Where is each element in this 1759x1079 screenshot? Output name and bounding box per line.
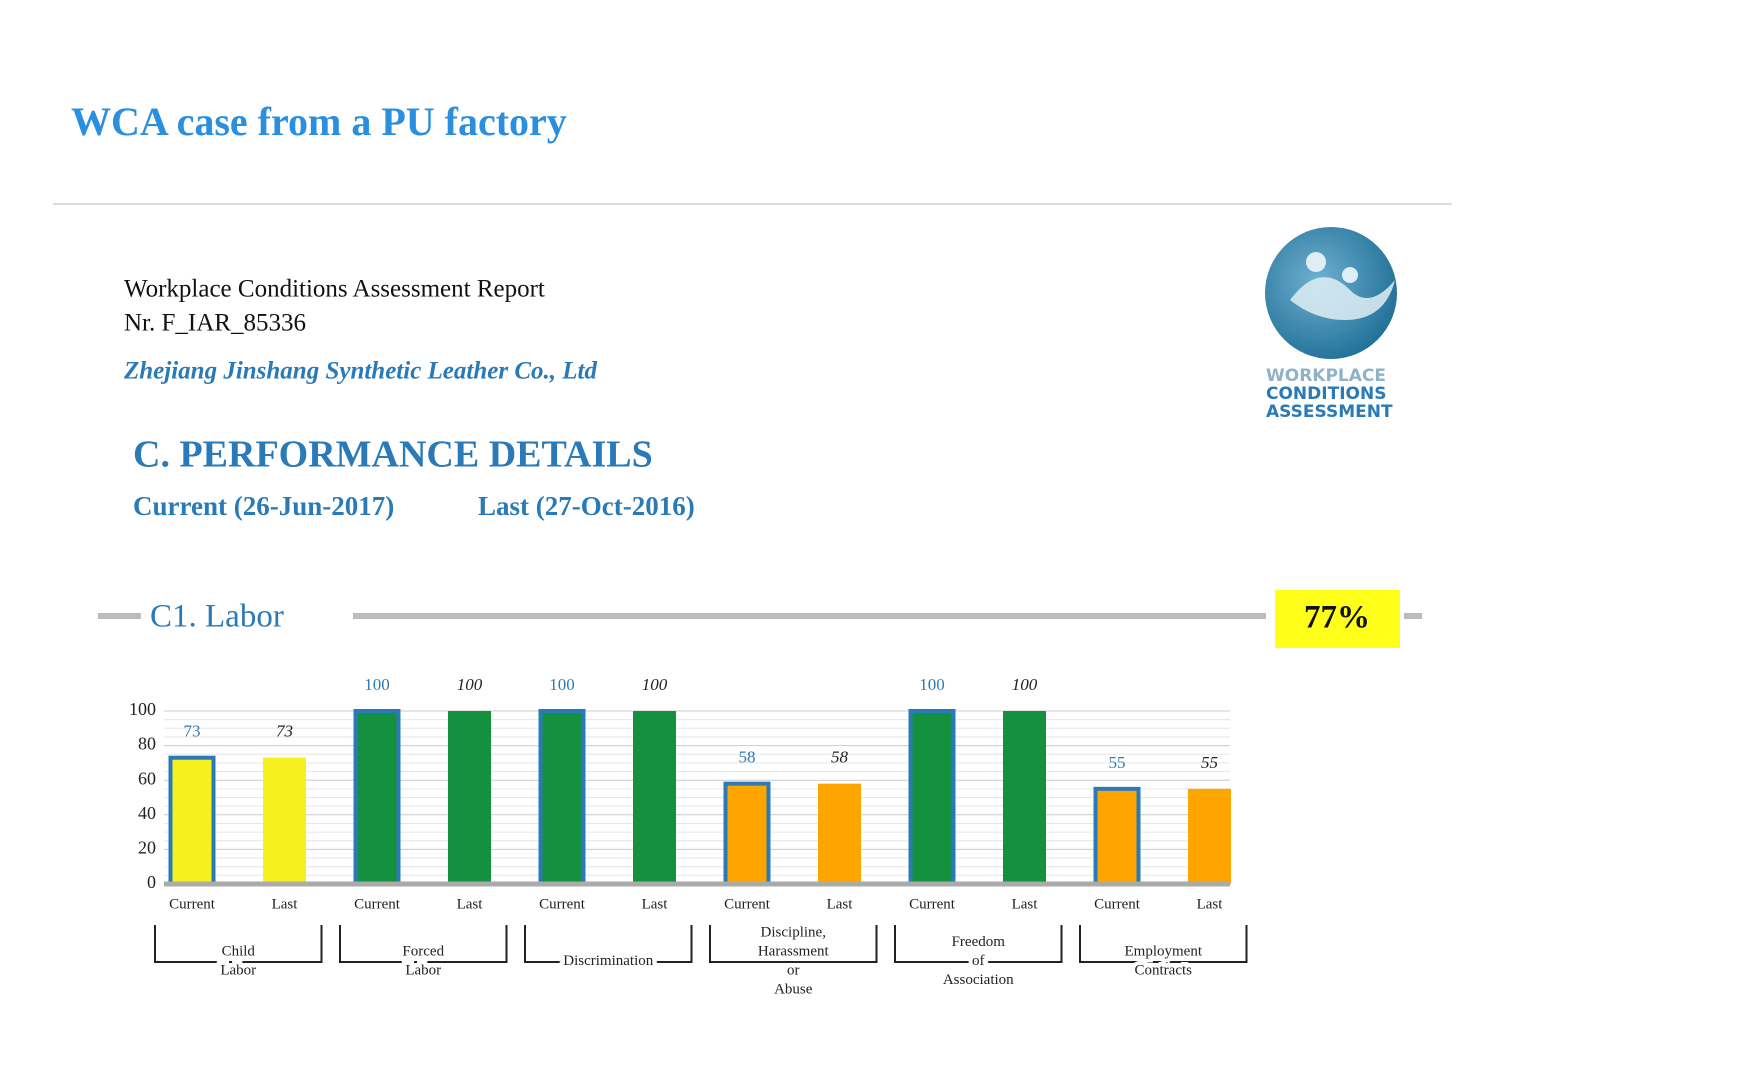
bar [448,711,491,884]
y-tick-label: 0 [147,872,156,892]
logo-figure [1306,252,1326,272]
value-label: 58 [739,748,756,767]
x-tick-label: Last [1197,896,1224,912]
bar [1003,711,1046,884]
report-title: Workplace Conditions Assessment Report [124,276,545,303]
group-bracket [894,925,1063,963]
chart-title: C1. Labor [150,599,284,635]
bar [538,709,586,886]
bar [908,709,956,886]
report-no: Nr. F_IAR_85336 [124,310,306,337]
value-label: 100 [919,675,945,694]
x-tick-label: Last [272,896,299,912]
y-tick-label: 80 [138,734,156,754]
value-label: 100 [1012,675,1038,694]
bar [818,783,861,884]
x-tick-label: Last [642,896,669,912]
bar [1188,788,1231,884]
value-label: 100 [549,675,575,694]
group-bracket [154,925,323,963]
logo-figure [1290,277,1395,320]
y-tick-label: 20 [138,838,156,858]
group-bracket [524,925,693,963]
x-tick-label: Current [354,896,401,912]
logo-text: WORKPLACE [1266,366,1386,386]
group-bracket [709,925,878,963]
logo-text: ASSESSMENT [1266,402,1393,422]
score-box [1275,590,1400,648]
group-bracket [339,925,508,963]
value-label: 58 [831,748,849,767]
bar [353,709,401,886]
x-tick-label: Last [1012,896,1039,912]
chart: 0 20 40 60 80 100 Current 73 Last 73 Current 100 Las… [129,675,1248,1002]
y-tick-label: 40 [138,803,156,823]
value-label: 73 [184,722,201,741]
last-label: Last (27-Oct-2016) [478,491,695,521]
group-label: Discipline, Harassment or Abuse [758,925,830,998]
x-tick-label: Current [169,896,216,912]
logo: WORKPLACE CONDITIONS ASSESSMENT [1265,227,1397,422]
bar [723,781,771,886]
value-label: 55 [1109,753,1126,772]
value-label: 73 [276,722,293,741]
value-label: 55 [1201,753,1218,772]
x-tick-label: Last [827,896,854,912]
x-tick-label: Last [457,896,484,912]
logo-figure [1342,267,1358,283]
logo-text: CONDITIONS [1266,384,1386,404]
current-label: Current (26-Jun-2017) [133,491,394,521]
bar [633,711,676,884]
y-tick-label: 100 [129,699,156,719]
x-tick-label: Current [724,896,771,912]
x-tick-label: Current [909,896,956,912]
bar [168,755,216,887]
group-label: Discrimination [563,953,653,969]
x-tick-label: Current [539,896,586,912]
y-tick-label: 60 [138,768,156,788]
company: Zhejiang Jinshang Synthetic Leather Co.,… [123,358,597,385]
value-label: 100 [642,675,668,694]
bar [1093,786,1141,886]
value-label: 100 [364,675,390,694]
x-tick-label: Current [1094,896,1141,912]
bar [263,757,306,884]
section-title: C. PERFORMANCE DETAILS [133,434,653,476]
group-bracket [1079,925,1248,963]
value-label: 100 [457,675,483,694]
score: 77% [1304,600,1370,636]
slide-title: WCA case from a PU factory [71,99,567,144]
